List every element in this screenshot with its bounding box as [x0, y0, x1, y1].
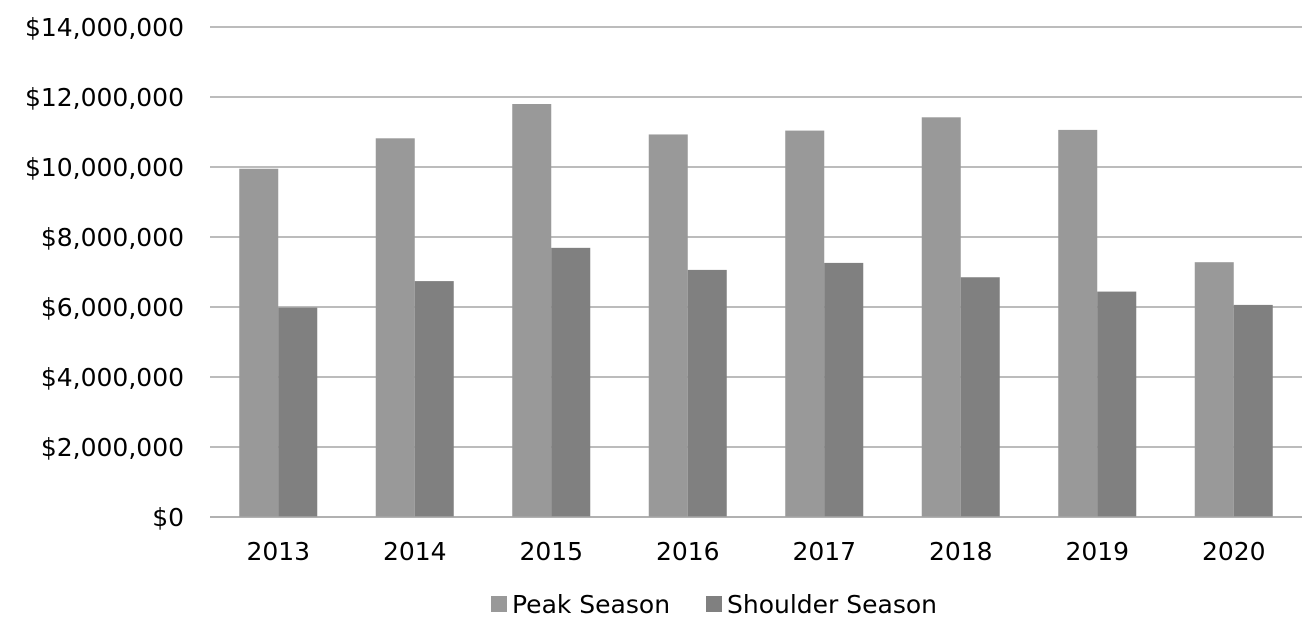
bar-shoulder-season-2014	[414, 281, 454, 517]
bar-peak-season-2020	[1194, 262, 1234, 517]
legend-swatch	[491, 596, 507, 612]
bar-peak-season-2016	[648, 134, 688, 517]
bar-shoulder-season-2020	[1233, 304, 1273, 517]
y-tick-label: $14,000,000	[25, 13, 184, 42]
y-tick-label: $6,000,000	[41, 293, 184, 322]
legend: Peak Season Shoulder Season	[491, 590, 937, 619]
y-tick-label: $12,000,000	[25, 83, 184, 112]
x-tick-label: 2013	[246, 537, 310, 566]
gridlines	[210, 26, 1302, 518]
x-tick-label: 2020	[1202, 537, 1266, 566]
y-tick-label: $4,000,000	[41, 363, 184, 392]
bar-shoulder-season-2017	[824, 262, 864, 517]
bar-peak-season-2017	[785, 130, 825, 517]
x-tick-label: 2017	[792, 537, 856, 566]
x-axis-tick-labels: 2013 2014 2015 2016 2017 2018 2019 2020	[246, 537, 1265, 566]
bar-shoulder-season-2019	[1097, 291, 1137, 517]
bar-peak-season-2015	[512, 104, 552, 517]
bar-shoulder-season-2016	[687, 269, 727, 517]
bar-shoulder-season-2018	[960, 277, 1000, 517]
legend-label: Peak Season	[512, 590, 670, 619]
y-axis-tick-labels: $0 $2,000,000 $4,000,000 $6,000,000 $8,000,0…	[25, 13, 184, 532]
bar-peak-season-2013	[239, 168, 279, 517]
legend-label: Shoulder Season	[727, 590, 937, 619]
y-tick-label: $10,000,000	[25, 153, 184, 182]
x-tick-label: 2015	[519, 537, 583, 566]
bar-shoulder-season-2015	[551, 247, 591, 517]
y-tick-label: $2,000,000	[41, 433, 184, 462]
bar-shoulder-season-2013	[278, 307, 318, 517]
bar-peak-season-2019	[1058, 129, 1098, 517]
x-tick-label: 2014	[383, 537, 447, 566]
x-tick-label: 2019	[1065, 537, 1129, 566]
bar-peak-season-2018	[921, 117, 961, 518]
y-tick-label: $0	[152, 503, 184, 532]
legend-swatch	[706, 596, 722, 612]
bars	[210, 104, 1302, 518]
x-tick-label: 2016	[656, 537, 720, 566]
y-tick-label: $8,000,000	[41, 223, 184, 252]
x-tick-label: 2018	[929, 537, 993, 566]
bar-peak-season-2014	[375, 138, 415, 518]
